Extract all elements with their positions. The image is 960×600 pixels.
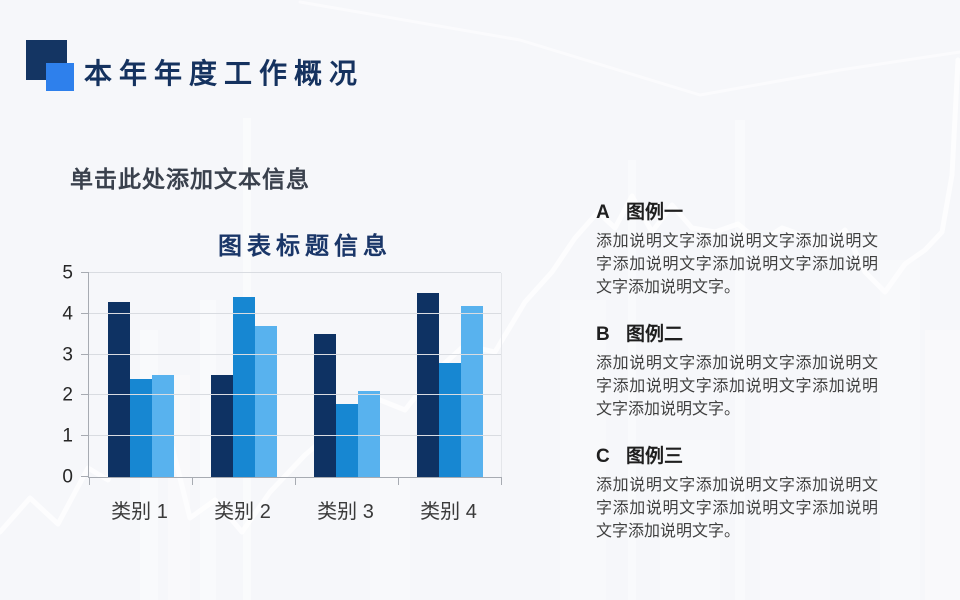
legend-title: 图例三	[626, 446, 684, 467]
bar	[460, 305, 483, 477]
y-axis-tick	[81, 312, 89, 314]
y-axis-tick-label: 0	[62, 466, 73, 488]
bar	[416, 293, 439, 477]
y-gridline	[89, 394, 501, 396]
y-axis-tick	[81, 272, 89, 273]
legend-body-text: 添加说明文字添加说明文字添加说明文字添加说明文字添加说明文字添加说明文字添加说明…	[596, 233, 878, 296]
y-axis-tick-label: 1	[62, 425, 73, 447]
legend-title: 图例二	[626, 324, 684, 345]
x-axis-tick	[398, 477, 399, 485]
y-gridline	[89, 312, 501, 314]
legend-heading-c: C 图例三	[596, 445, 896, 469]
y-axis-tick	[81, 435, 89, 437]
bar	[438, 362, 461, 477]
add-text-placeholder[interactable]: 单击此处添加文本信息	[70, 166, 310, 192]
y-axis-tick	[81, 353, 89, 355]
x-axis-category-label: 类别 2	[214, 501, 271, 523]
blue-square-icon	[46, 63, 74, 91]
legend-column: A 图例一 添加说明文字添加说明文字添加说明文字添加说明文字添加说明文字添加说明…	[596, 201, 896, 567]
bar-series-container	[89, 273, 501, 477]
legend-body-text: 添加说明文字添加说明文字添加说明文字添加说明文字添加说明文字添加说明文字添加说明…	[596, 477, 878, 540]
y-axis-tick-label: 5	[62, 262, 73, 284]
page-title: 本年年度工作概况	[84, 58, 365, 89]
y-axis-tick	[81, 476, 89, 477]
bar	[335, 403, 358, 477]
legend-section-c: C 图例三 添加说明文字添加说明文字添加说明文字添加说明文字添加说明文字添加说明…	[596, 445, 896, 543]
y-axis-tick-label: 3	[62, 344, 73, 366]
bar-group	[398, 273, 501, 477]
bar	[232, 297, 255, 477]
bar	[151, 375, 174, 477]
bar	[254, 326, 277, 477]
y-axis-tick-label: 4	[62, 303, 73, 325]
bar	[210, 375, 233, 477]
chart-title: 图表标题信息	[218, 233, 392, 260]
bar-group	[89, 273, 192, 477]
legend-section-b: B 图例二 添加说明文字添加说明文字添加说明文字添加说明文字添加说明文字添加说明…	[596, 323, 896, 421]
legend-heading-a: A 图例一	[596, 201, 896, 225]
x-axis-category-label: 类别 4	[420, 501, 477, 523]
x-axis-labels: 类别 1 类别 2 类别 3 类别 4	[88, 495, 500, 524]
y-gridline	[89, 435, 501, 437]
bar	[313, 334, 336, 477]
x-axis-tick	[89, 477, 90, 485]
legend-letter: A	[596, 202, 610, 223]
bar	[107, 301, 130, 477]
bar	[129, 379, 152, 477]
legend-body-text: 添加说明文字添加说明文字添加说明文字添加说明文字添加说明文字添加说明文字添加说明…	[596, 355, 878, 418]
legend-letter: B	[596, 324, 610, 345]
y-gridline	[89, 272, 501, 273]
x-axis-category-label: 类别 1	[111, 501, 168, 523]
legend-section-a: A 图例一 添加说明文字添加说明文字添加说明文字添加说明文字添加说明文字添加说明…	[596, 201, 896, 299]
x-axis-tick	[295, 477, 296, 485]
x-axis-tick	[501, 477, 502, 485]
x-axis-category-label: 类别 3	[317, 501, 374, 523]
y-axis-tick	[81, 394, 89, 396]
legend-letter: C	[596, 446, 610, 467]
legend-title: 图例一	[626, 202, 684, 223]
title-decoration-squares-icon	[26, 40, 74, 91]
bar	[357, 391, 380, 477]
y-gridline	[89, 353, 501, 355]
x-axis-tick	[192, 477, 193, 485]
legend-heading-b: B 图例二	[596, 323, 896, 347]
bar-group	[295, 273, 398, 477]
bar-group	[192, 273, 295, 477]
bar-chart[interactable]: 0 1 2 3 4 5	[62, 264, 502, 487]
y-axis-tick-label: 2	[62, 384, 73, 406]
